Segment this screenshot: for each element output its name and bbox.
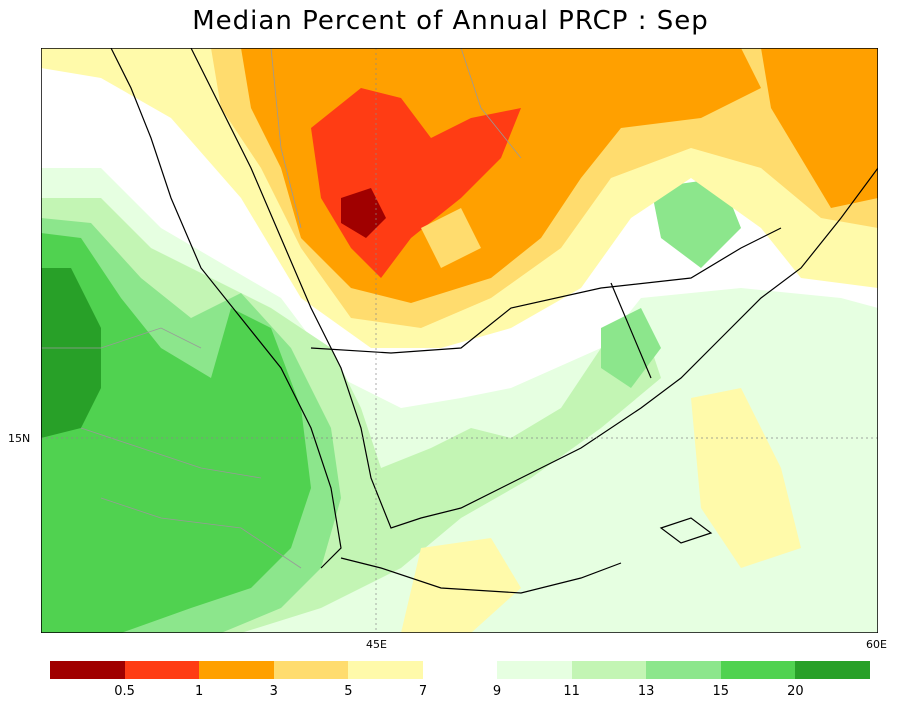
dark-red-region-05 <box>341 188 386 238</box>
coastline-red-sea-west <box>110 48 342 569</box>
legend-warm-swatch-1 <box>50 661 126 679</box>
legend-cool <box>497 661 871 679</box>
border-saudi-yemen <box>310 227 782 354</box>
coastline-arabia-west <box>190 48 878 529</box>
warm-tick-2: 1 <box>195 684 204 699</box>
warm-tick-3: 3 <box>269 684 278 699</box>
y-axis-label-15n: 15N <box>8 432 31 445</box>
x-axis-label-45e: 45E <box>366 638 387 651</box>
legend-cool-swatch-1 <box>497 661 573 679</box>
border-africa-3 <box>100 497 302 569</box>
green-patch-ne <box>651 178 741 268</box>
green-region-20 <box>41 268 101 438</box>
cool-tick-1: 9 <box>492 684 502 699</box>
orange-region-east <box>761 48 878 208</box>
legend-cool-swatch-2 <box>571 661 647 679</box>
warm-tick-5: 7 <box>418 684 428 699</box>
horn-coast <box>340 557 622 594</box>
warm-tick-1: 0.5 <box>114 684 135 699</box>
border-africa-1 <box>41 327 202 349</box>
warm-tick-4: 5 <box>344 684 353 699</box>
legend-warm-swatch-5 <box>348 661 424 679</box>
cool-tick-3: 13 <box>637 684 655 699</box>
yellow-pocket <box>421 208 481 268</box>
cool-tick-4: 15 <box>712 684 730 699</box>
green-region-15 <box>41 233 311 633</box>
yellow-patch-se <box>691 388 801 568</box>
legend-warm-swatch-4 <box>273 661 349 679</box>
precipitation-map <box>41 48 878 633</box>
border-arabia-2 <box>460 48 522 159</box>
cool-tick-2: 11 <box>563 684 580 699</box>
cool-tick-5: 20 <box>787 684 804 699</box>
x-axis-label-60e: 60E <box>866 638 887 651</box>
legend-warm-swatch-2 <box>124 661 200 679</box>
map-title: Median Percent of Annual PRCP : Sep <box>192 6 709 36</box>
legend-cool-swatch-4 <box>720 661 796 679</box>
legend-cool-swatch-5 <box>795 661 871 679</box>
legend-warm <box>50 661 424 679</box>
border-oman <box>610 282 652 379</box>
green-patch-east <box>601 308 661 388</box>
legend-cool-swatch-3 <box>646 661 722 679</box>
yellow-patch-south <box>401 538 521 633</box>
island-socotra <box>659 517 713 544</box>
legend-warm-swatch-3 <box>199 661 275 679</box>
border-arabia-1 <box>270 48 302 229</box>
